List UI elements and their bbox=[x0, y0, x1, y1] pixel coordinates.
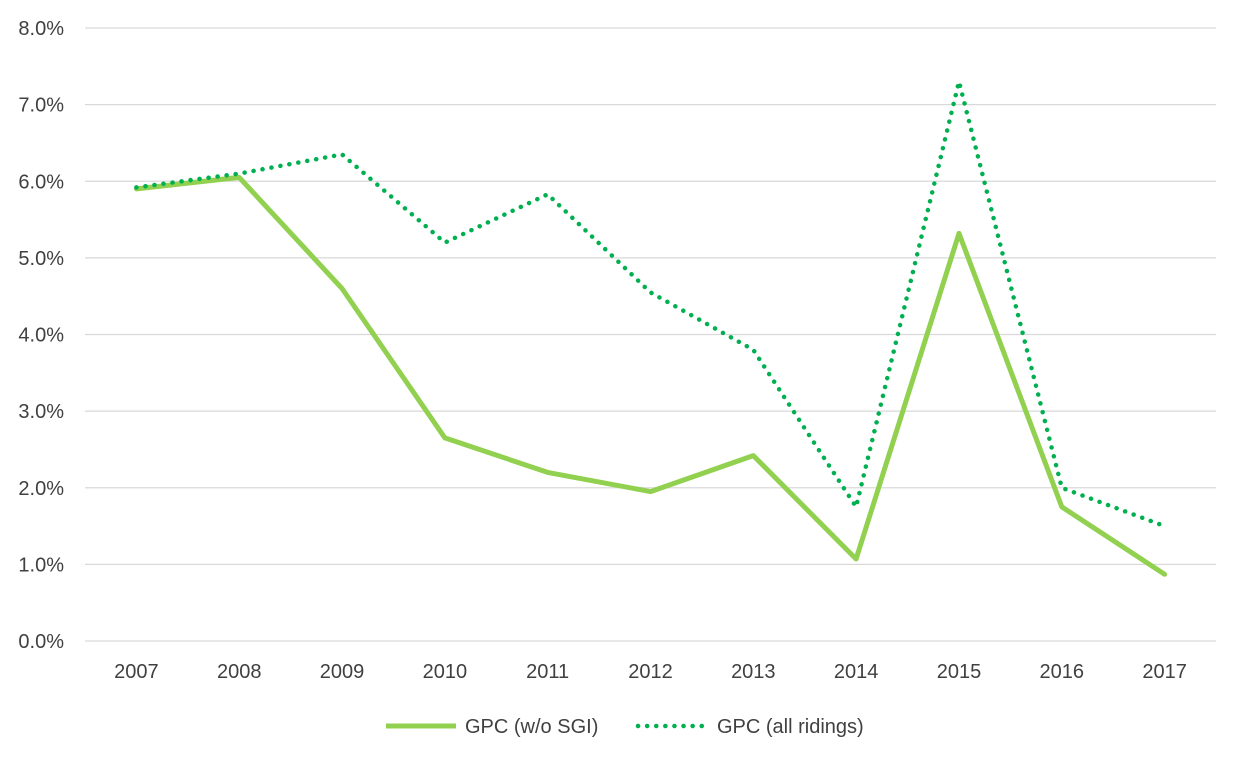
x-tick-label: 2013 bbox=[731, 661, 776, 683]
y-tick-label: 1.0% bbox=[18, 554, 64, 576]
y-tick-label: 5.0% bbox=[18, 248, 64, 270]
x-tick-label: 2010 bbox=[423, 661, 468, 683]
legend-label: GPC (w/o SGI) bbox=[465, 716, 598, 738]
gridlines bbox=[85, 27, 1216, 642]
y-tick-label: 4.0% bbox=[18, 325, 64, 347]
x-tick-label: 2017 bbox=[1142, 661, 1187, 683]
y-tick-label: 2.0% bbox=[18, 478, 64, 500]
series-group bbox=[133, 79, 1168, 577]
y-tick-label: 8.0% bbox=[18, 18, 64, 40]
y-tick-label: 7.0% bbox=[18, 95, 64, 117]
x-tick-label: 2008 bbox=[217, 661, 262, 683]
y-tick-label: 6.0% bbox=[18, 171, 64, 193]
y-axis: 0.0% 1.0% 2.0% 3.0% 4.0% 5.0% 6.0% 7.0% 8.0% bbox=[18, 18, 64, 653]
y-tick-label: 0.0% bbox=[18, 631, 64, 653]
x-tick-label: 2014 bbox=[834, 661, 879, 683]
x-tick-label: 2011 bbox=[526, 661, 569, 683]
legend: GPC (w/o SGI) GPC (all ridings) bbox=[386, 716, 864, 738]
y-tick-label: 3.0% bbox=[18, 401, 64, 423]
series-line-gpc-wo-sgi bbox=[133, 174, 1168, 577]
x-tick-label: 2016 bbox=[1040, 661, 1085, 683]
x-axis: 2007 2008 2009 2010 2011 2012 2013 2014 2015 2016… bbox=[114, 661, 1187, 683]
x-tick-label: 2007 bbox=[114, 661, 159, 683]
legend-label: GPC (all ridings) bbox=[717, 716, 864, 738]
x-tick-label: 2009 bbox=[320, 661, 365, 683]
x-tick-label: 2015 bbox=[937, 661, 982, 683]
series-line-gpc-all-ridings bbox=[134, 79, 1167, 529]
x-tick-label: 2012 bbox=[628, 661, 673, 683]
